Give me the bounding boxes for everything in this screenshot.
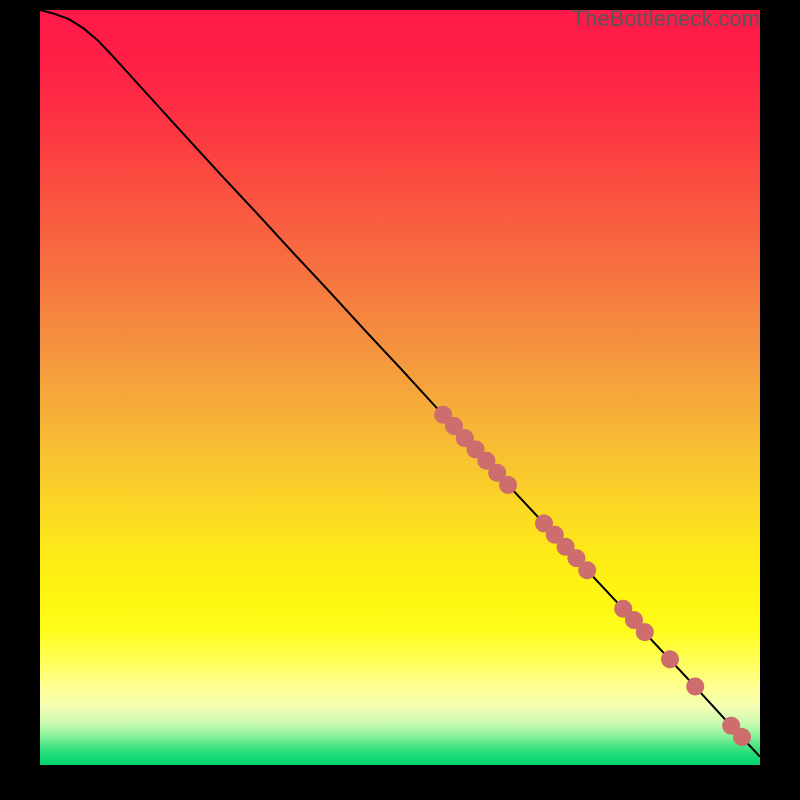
- stage: TheBottleneck.com: [0, 0, 800, 800]
- watermark-text: TheBottleneck.com: [572, 6, 760, 32]
- gradient-background: [40, 10, 760, 765]
- data-marker: [578, 561, 596, 579]
- chart-plot: [0, 0, 800, 800]
- data-marker: [499, 476, 517, 494]
- data-marker: [636, 623, 654, 641]
- data-marker: [686, 677, 704, 695]
- data-marker: [661, 650, 679, 668]
- data-marker: [733, 728, 751, 746]
